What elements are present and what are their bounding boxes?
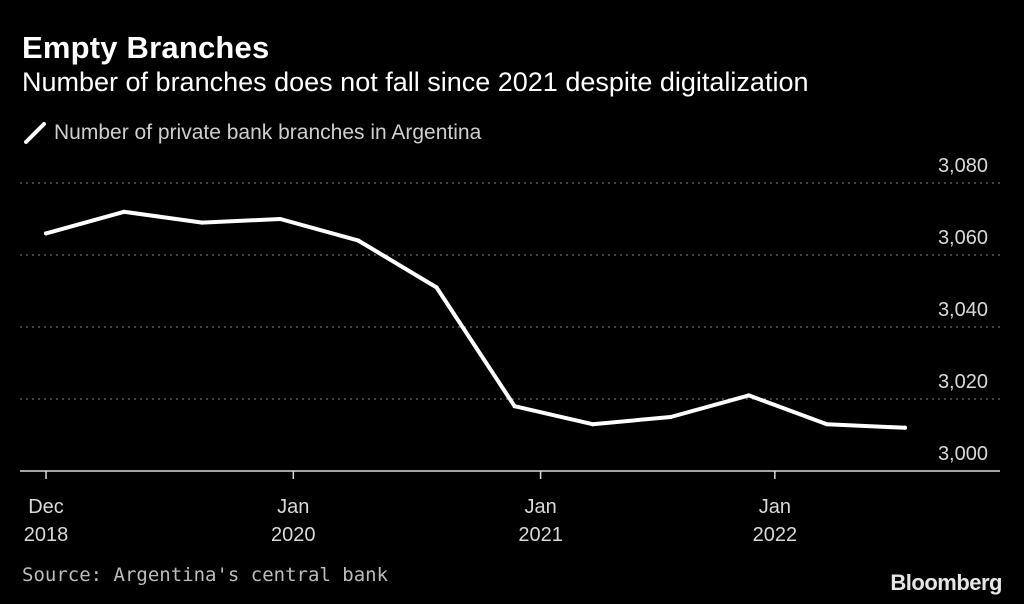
data-point-0-10 xyxy=(824,422,829,427)
y-tick-label-3080: 3,080 xyxy=(938,155,988,177)
legend: Number of private bank branches in Argen… xyxy=(22,120,481,146)
x-tick-label-3: Jan 2022 xyxy=(753,496,798,546)
bloomberg-logo: Bloomberg xyxy=(890,570,1002,595)
data-point-0-1 xyxy=(122,209,127,214)
grid-lines xyxy=(20,182,1000,400)
chart-title: Empty Branches xyxy=(22,30,270,65)
source-note: Source: Argentina's central bank xyxy=(22,564,389,586)
x-tick-label-0: Dec 2018 xyxy=(24,496,69,546)
x-tick-label-2: Jan 2021 xyxy=(518,496,563,546)
series-layer xyxy=(44,209,907,430)
data-point-0-5 xyxy=(434,285,439,290)
x-axis: Dec 2018 Jan 2020 Jan 2021 Jan 2022 xyxy=(20,470,1000,546)
data-point-0-9 xyxy=(746,393,751,398)
chart-subtitle: Number of branches does not fall since 2… xyxy=(22,67,809,97)
data-point-0-7 xyxy=(590,422,595,427)
data-point-0-11 xyxy=(903,425,907,430)
legend-line-icon xyxy=(24,122,46,144)
y-axis-labels: 3,000 3,020 3,040 3,060 3,080 xyxy=(938,155,988,465)
data-point-0-0 xyxy=(44,231,49,236)
data-point-0-8 xyxy=(668,415,673,419)
x-tick-label-1: Jan 2020 xyxy=(271,496,316,546)
y-tick-label-3020: 3,020 xyxy=(938,371,988,393)
legend-label: Number of private bank branches in Argen… xyxy=(54,121,482,144)
data-point-0-4 xyxy=(356,238,361,243)
series-line-0 xyxy=(44,209,907,430)
data-point-0-6 xyxy=(512,404,517,409)
data-point-0-3 xyxy=(278,217,283,221)
data-point-0-2 xyxy=(200,220,205,225)
y-tick-label-3040: 3,040 xyxy=(938,299,988,321)
y-tick-label-3000: 3,000 xyxy=(938,443,988,465)
y-tick-label-3060: 3,060 xyxy=(938,227,988,249)
